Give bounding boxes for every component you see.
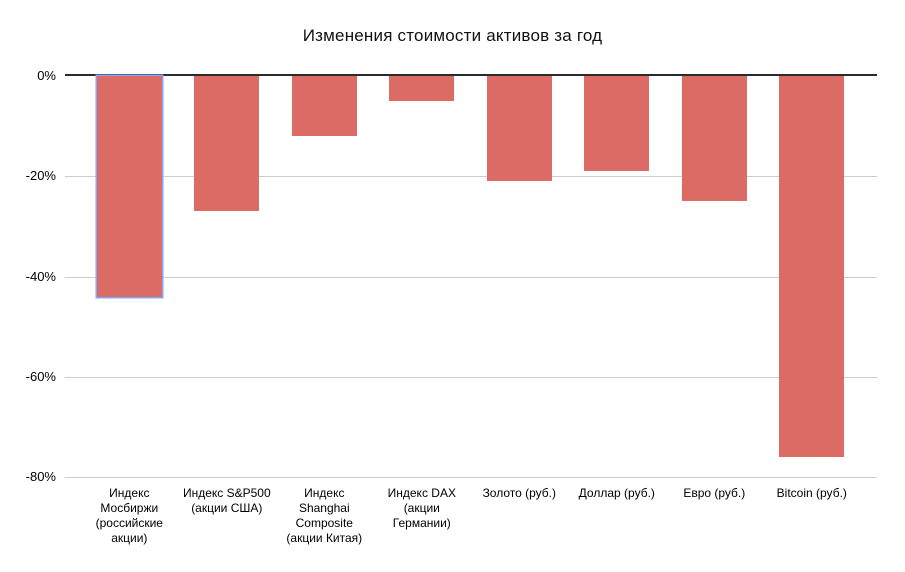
y-tick-label: 0% (37, 68, 56, 83)
y-tick-label: -60% (25, 368, 56, 384)
gridline (65, 276, 877, 278)
chart-bar-2[interactable] (194, 76, 260, 212)
chart-bar-3[interactable] (291, 76, 357, 137)
axis-baseline (65, 74, 877, 76)
x-category-label: Евро (руб.) (683, 486, 746, 500)
chart-bar-5[interactable] (486, 76, 552, 182)
y-tick-label: -40% (25, 268, 56, 284)
x-category-label: Доллар (руб.) (578, 486, 655, 500)
chart-bar-7[interactable] (681, 76, 747, 202)
x-category-label: Индекс Shanghai Composite (акции Китая) (286, 486, 363, 545)
y-tick-label: -20% (25, 168, 56, 184)
chart-bar-4[interactable] (389, 76, 455, 102)
x-category-label: Золото (руб.) (482, 486, 557, 500)
x-category-label: Индекс S&P500 (акции США) (182, 486, 271, 515)
chart-bar-6[interactable] (584, 76, 650, 172)
gridline (65, 176, 877, 178)
chart-bar-8[interactable] (779, 76, 845, 457)
x-category-label: Bitcoin (руб.) (776, 486, 847, 500)
gridline (65, 477, 877, 478)
chart-title: Изменения стоимости активов за год (302, 26, 603, 45)
chart-bar-1[interactable] (96, 76, 162, 297)
gridline (65, 376, 877, 378)
y-tick-label: -80% (25, 469, 56, 484)
plot-area (65, 74, 877, 478)
x-category-label: Индекс DAX (акции Германии) (387, 486, 456, 530)
x-category-label: Индекс Мосбиржи (российские акции) (95, 486, 163, 545)
